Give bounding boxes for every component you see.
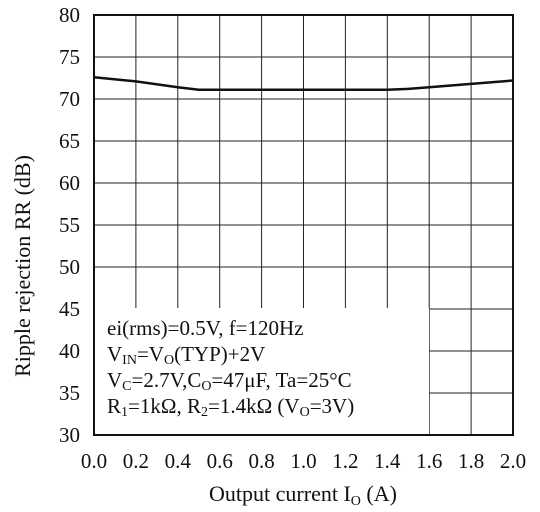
x-tick-label: 1.4 bbox=[374, 449, 401, 473]
x-tick-label: 0.0 bbox=[81, 449, 107, 473]
y-tick-label: 40 bbox=[59, 339, 80, 363]
condition-line-3: VC=2.7V,CO=47μF, Ta=25°C bbox=[107, 368, 352, 394]
condition-line-4: R1=1kΩ, R2=1.4kΩ (VO=3V) bbox=[107, 394, 354, 420]
x-tick-label: 2.0 bbox=[500, 449, 526, 473]
y-tick-label: 35 bbox=[59, 381, 80, 405]
x-tick-label: 0.8 bbox=[248, 449, 274, 473]
series bbox=[93, 75, 514, 92]
x-tick-label: 0.2 bbox=[123, 449, 149, 473]
y-axis-label: Ripple rejection RR (dB) bbox=[10, 155, 35, 377]
y-tick-label: 70 bbox=[59, 87, 80, 111]
conditions-text: ei(rms)=0.5V, f=120Hz VIN=VO(TYP)+2V VC=… bbox=[107, 316, 354, 420]
y-tick-label: 50 bbox=[59, 255, 80, 279]
condition-line-1: ei(rms)=0.5V, f=120Hz bbox=[107, 316, 304, 340]
y-tick-label: 65 bbox=[59, 129, 80, 153]
y-tick-label: 60 bbox=[59, 171, 80, 195]
series-line bbox=[93, 75, 514, 92]
y-tick-label: 55 bbox=[59, 213, 80, 237]
y-tick-label: 45 bbox=[59, 297, 80, 321]
tick-labels: 0.0 0.2 0.4 0.6 0.8 1.0 1.2 1.4 1.6 1.8 2.0 30 35 40 4… bbox=[59, 3, 526, 473]
y-tick-label: 30 bbox=[59, 423, 80, 447]
x-tick-label: 1.6 bbox=[416, 449, 442, 473]
y-tick-label: 80 bbox=[59, 3, 80, 27]
conditions-box bbox=[95, 308, 429, 434]
x-tick-label: 1.8 bbox=[458, 449, 484, 473]
condition-line-2: VIN=VO(TYP)+2V bbox=[107, 342, 265, 368]
x-tick-label: 0.6 bbox=[207, 449, 233, 473]
y-tick-label: 75 bbox=[59, 45, 80, 69]
x-tick-label: 1.0 bbox=[290, 449, 316, 473]
plot-frame bbox=[93, 14, 514, 436]
x-tick-label: 0.4 bbox=[165, 449, 192, 473]
x-tick-label: 1.2 bbox=[332, 449, 358, 473]
x-axis-label: Output current IO (A) bbox=[209, 481, 397, 509]
